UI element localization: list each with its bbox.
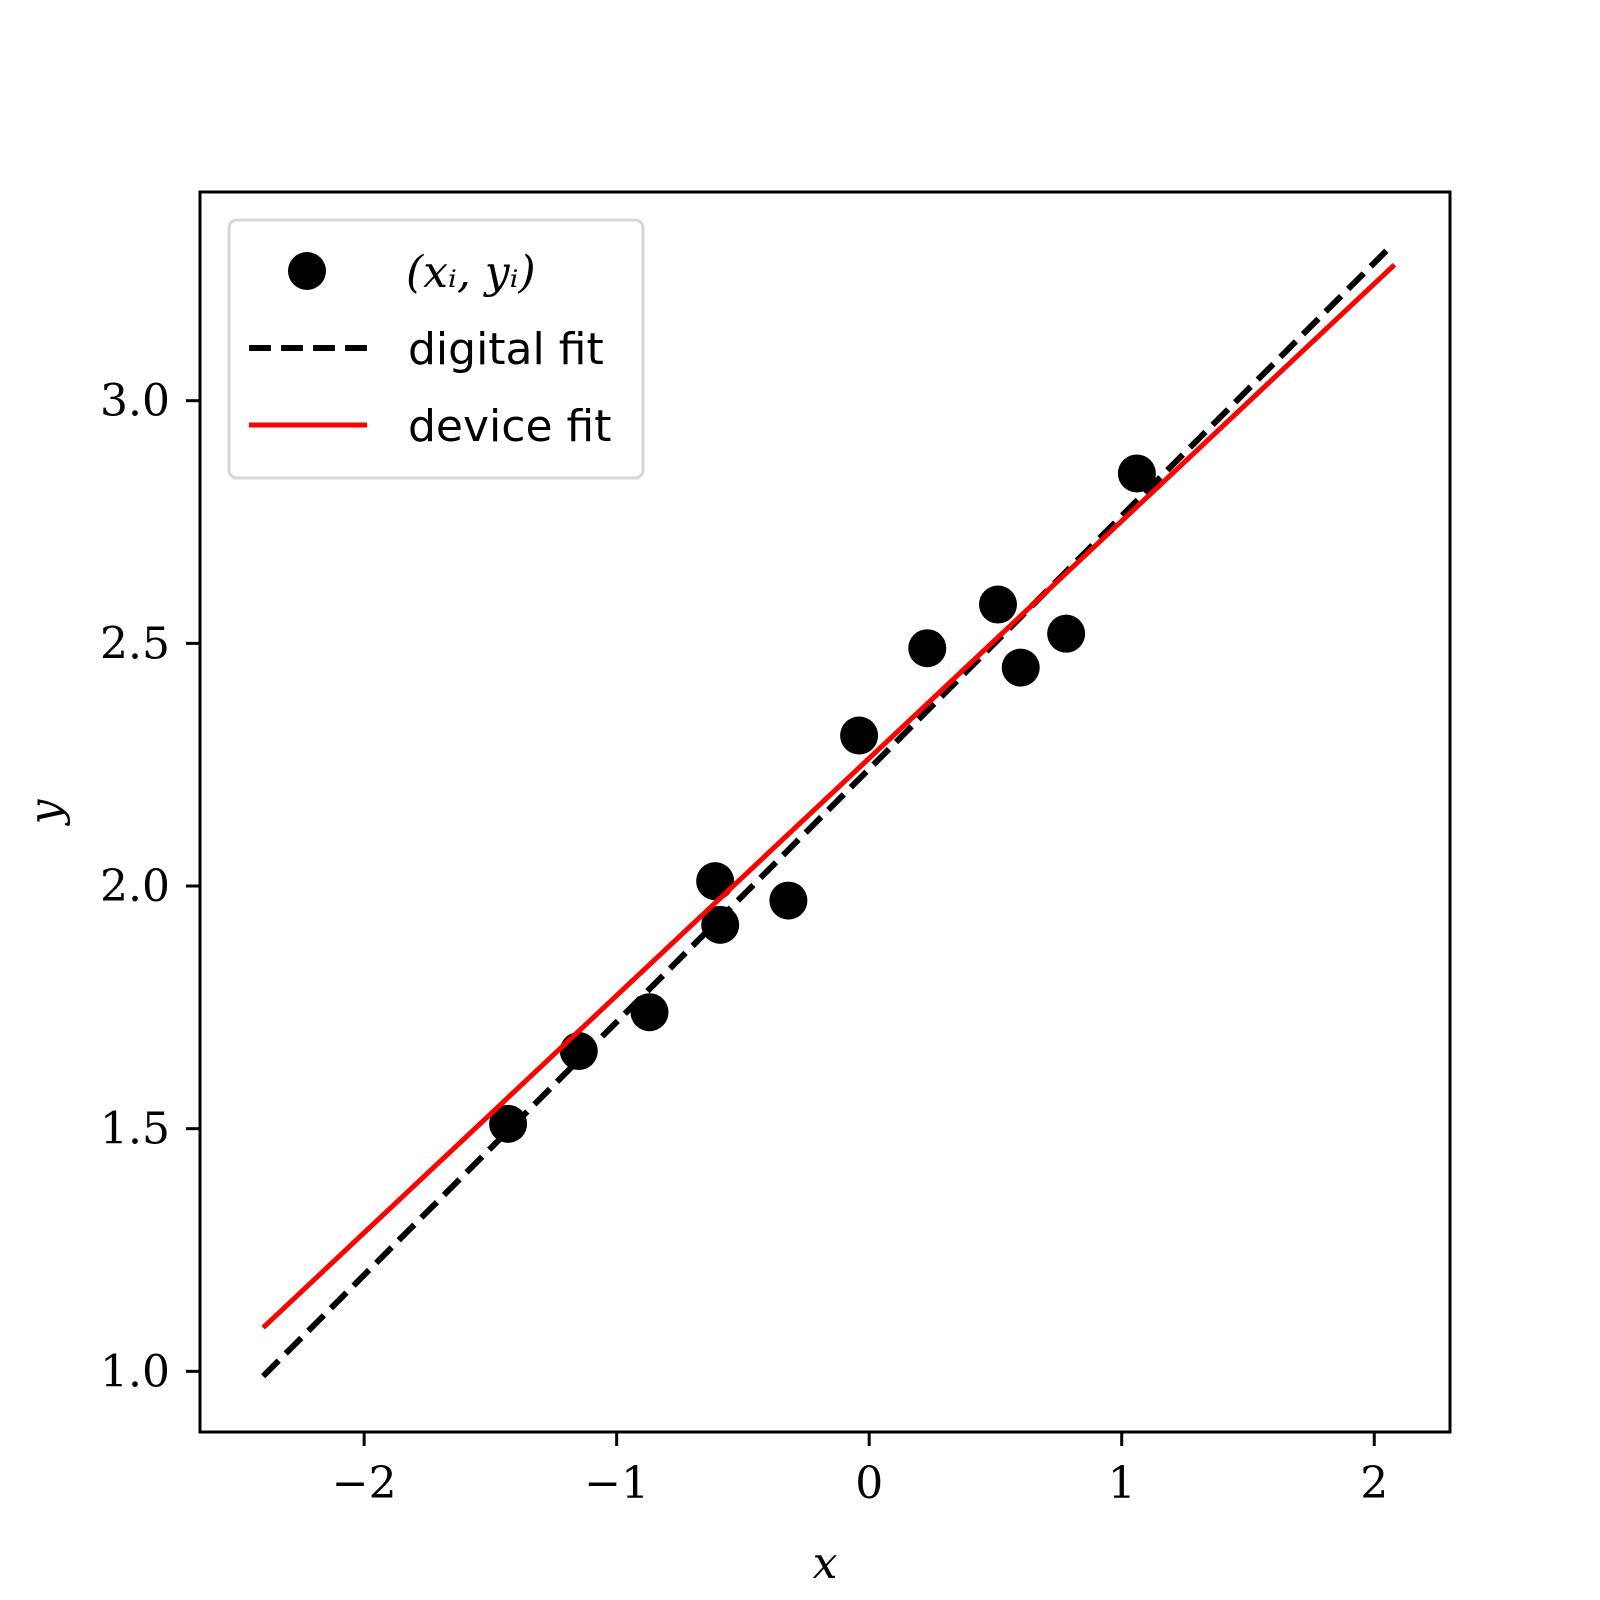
x-tick-label: −1 <box>584 1458 649 1509</box>
data-point <box>701 905 740 944</box>
y-tick-label: 3.0 <box>100 376 170 427</box>
data-point <box>1001 648 1040 687</box>
x-tick-label: 2 <box>1360 1458 1388 1509</box>
data-point <box>489 1104 528 1143</box>
y-axis-label: y <box>20 798 71 826</box>
data-point <box>1117 454 1156 493</box>
data-point <box>696 862 735 901</box>
x-tick-label: −2 <box>332 1458 397 1509</box>
x-tick-label: 1 <box>1108 1458 1136 1509</box>
legend: (xᵢ, yᵢ) digital fit device fit <box>227 218 645 480</box>
legend-box <box>227 218 645 480</box>
x-tick-label: 0 <box>855 1458 883 1509</box>
y-tick-label: 1.0 <box>100 1346 170 1397</box>
data-point <box>908 629 947 668</box>
legend-marker-points <box>288 252 326 290</box>
device-fit-line <box>261 262 1397 1330</box>
axes-frame <box>198 190 1452 1434</box>
y-axis: 1.0 1.5 2.0 2.5 3.0 <box>100 376 200 1397</box>
legend-label-device-fit: device fit <box>408 401 611 452</box>
y-tick-label: 1.5 <box>100 1104 170 1155</box>
data-point <box>1047 614 1086 653</box>
digital-fit-line <box>261 248 1389 1379</box>
y-tick-label: 2.0 <box>100 861 170 912</box>
y-tick-label: 2.5 <box>100 618 170 669</box>
data-point <box>978 585 1017 624</box>
legend-label-digital-fit: digital fit <box>408 324 604 375</box>
legend-label-points: (xᵢ, yᵢ) <box>406 247 536 298</box>
x-axis-label: x <box>813 1538 838 1589</box>
data-point <box>840 716 879 755</box>
x-axis: −2 −1 0 1 2 <box>332 1432 1388 1509</box>
plot-area <box>261 248 1397 1379</box>
data-point <box>769 881 808 920</box>
data-point <box>559 1032 598 1071</box>
